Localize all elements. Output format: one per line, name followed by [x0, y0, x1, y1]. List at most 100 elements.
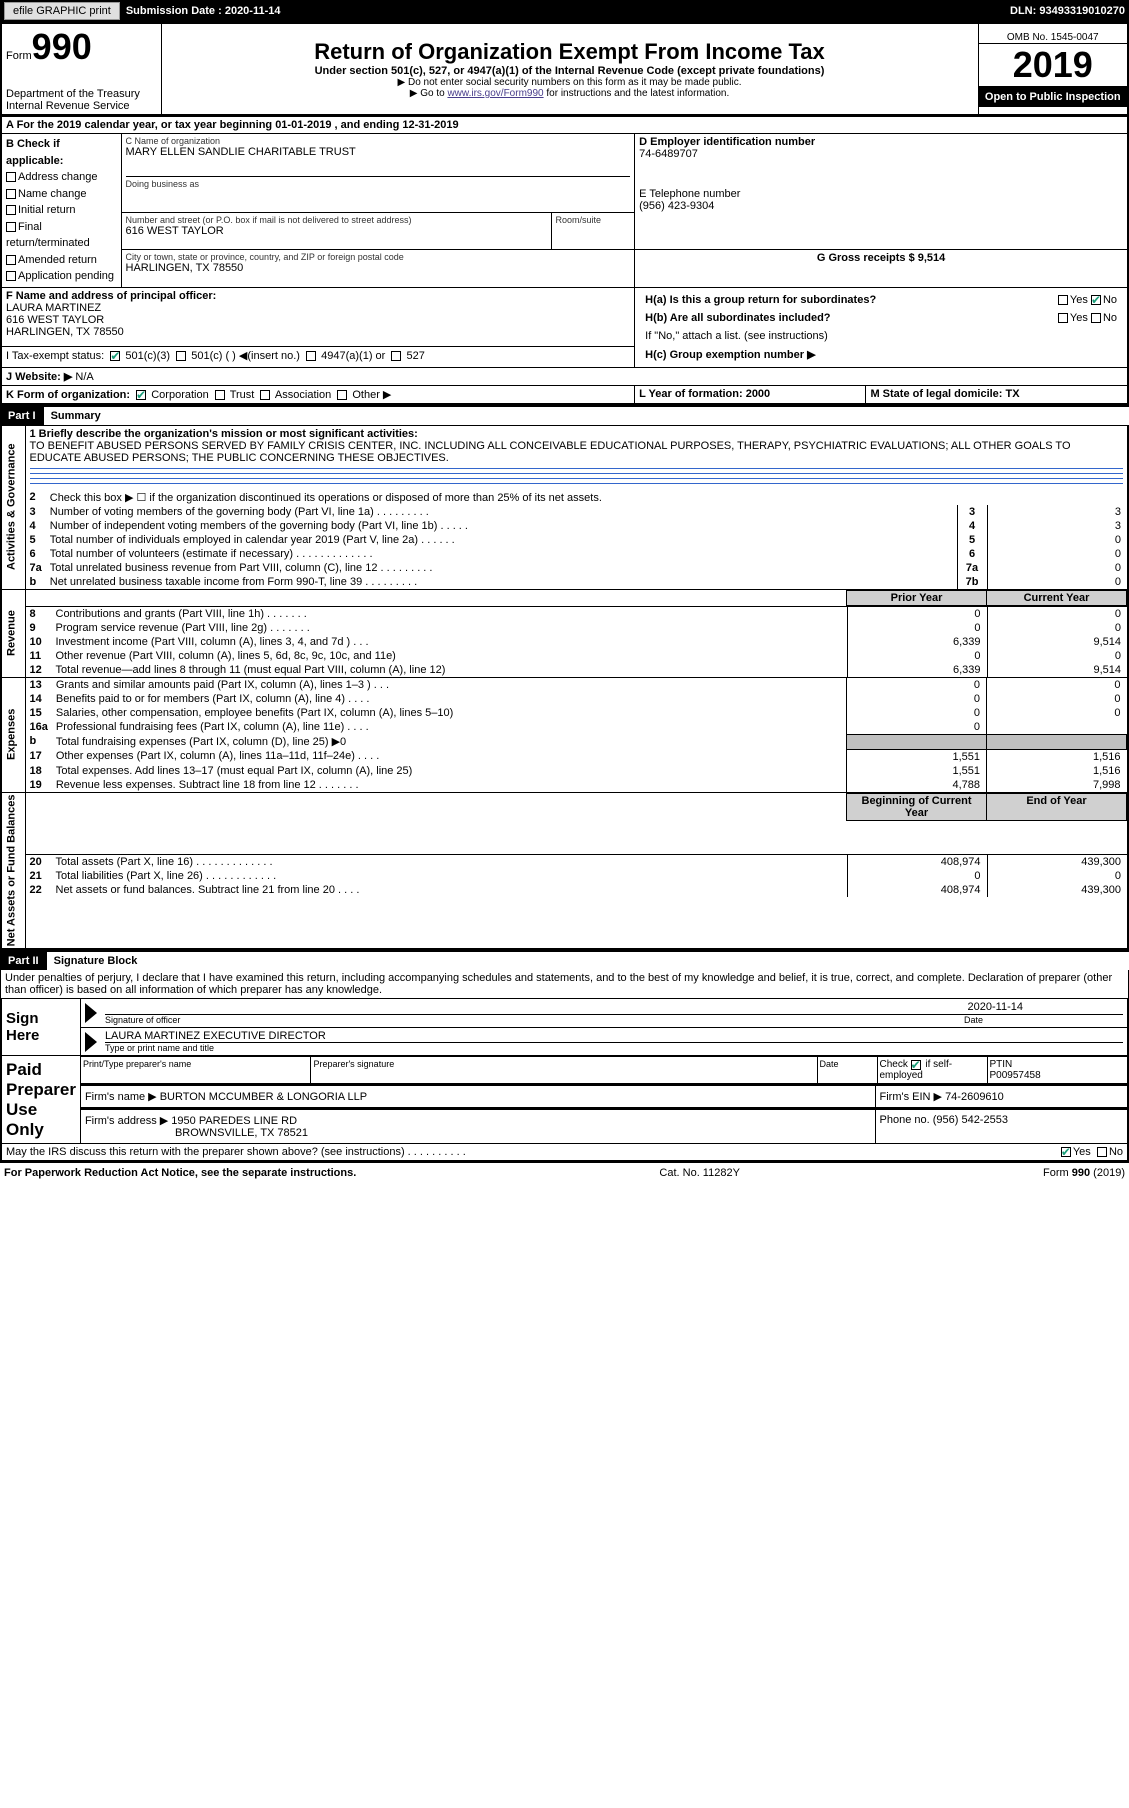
discuss-no-checkbox[interactable]: [1097, 1147, 1107, 1157]
b-option[interactable]: Application pending: [6, 268, 117, 285]
form-number: 990: [32, 26, 92, 67]
k-option[interactable]: Corporation: [133, 389, 209, 401]
vert-exp: Expenses: [1, 677, 25, 792]
note-ssn: ▶ Do not enter social security numbers o…: [166, 77, 974, 88]
form-id-cell: Form990 Department of the Treasury Inter…: [1, 23, 161, 115]
table-row: 22Net assets or fund balances. Subtract …: [26, 883, 1128, 897]
firm-ein-label: Firm's EIN ▶: [880, 1091, 943, 1103]
q1-label: 1 Briefly describe the organization's mi…: [30, 428, 418, 440]
b-option[interactable]: Address change: [6, 169, 117, 186]
table-row: 13Grants and similar amounts paid (Part …: [26, 678, 1127, 692]
ha-yes-checkbox[interactable]: [1058, 295, 1068, 305]
prep-sig-label: Preparer's signature: [311, 1057, 817, 1084]
table-row: 12Total revenue—add lines 8 through 11 (…: [26, 663, 1128, 677]
firm-addr-label: Firm's address ▶: [85, 1115, 168, 1127]
table-row: 2Check this box ▶ ☐ if the organization …: [26, 490, 1128, 505]
discuss-row: May the IRS discuss this return with the…: [1, 1144, 1128, 1162]
table-row: 6Total number of volunteers (estimate if…: [26, 547, 1128, 561]
tax-year-line: A For the 2019 calendar year, or tax yea…: [1, 117, 1128, 134]
table-row: 11Other revenue (Part VIII, column (A), …: [26, 649, 1128, 663]
addr-label: Number and street (or P.O. box if mail i…: [126, 215, 547, 225]
table-row: 10Investment income (Part VIII, column (…: [26, 635, 1128, 649]
hb-no-checkbox[interactable]: [1091, 313, 1101, 323]
discuss-yes-checkbox[interactable]: [1061, 1147, 1071, 1157]
c-label: C Name of organization: [126, 136, 631, 146]
table-row: 20Total assets (Part X, line 16) . . . .…: [26, 855, 1128, 869]
i-option[interactable]: 501(c) ( ) ◀(insert no.): [170, 350, 300, 362]
omb-number: OMB No. 1545-0047: [979, 32, 1128, 43]
ptin-cell: PTINP00957458: [987, 1057, 1127, 1084]
sig-date-val: 2020-11-14: [968, 1001, 1023, 1014]
b-option[interactable]: Name change: [6, 186, 117, 203]
rev-header: Prior YearCurrent Year: [26, 590, 1128, 606]
self-employed-checkbox[interactable]: [911, 1060, 921, 1070]
table-row: 16aProfessional fundraising fees (Part I…: [26, 720, 1127, 735]
sig-name-label: Type or print name and title: [105, 1043, 1123, 1053]
note-link: ▶ Go to www.irs.gov/Form990 for instruct…: [166, 88, 974, 99]
city-label: City or town, state or province, country…: [126, 252, 631, 262]
paid-preparer-label: Paid Preparer Use Only: [1, 1056, 80, 1144]
part1-title: Summary: [47, 410, 101, 422]
l-cell: L Year of formation: 2000: [635, 385, 866, 404]
i-option[interactable]: 527: [385, 350, 425, 362]
firm-name: BURTON MCCUMBER & LONGORIA LLP: [160, 1091, 367, 1103]
city-value: HARLINGEN, TX 78550: [126, 262, 631, 274]
efile-print-button[interactable]: efile GRAPHIC print: [4, 2, 120, 20]
prep-check: Check if self-employed: [877, 1057, 987, 1084]
col-begin: Beginning of Current Year: [847, 793, 987, 820]
table-row: bTotal fundraising expenses (Part IX, co…: [26, 734, 1127, 749]
j-label: J Website: ▶: [6, 371, 72, 383]
firm-phone: (956) 542-2553: [933, 1114, 1008, 1126]
officer-name: LAURA MARTINEZ: [6, 302, 101, 314]
ha-no-checkbox[interactable]: [1091, 295, 1101, 305]
k-option[interactable]: Trust: [209, 389, 255, 401]
sign-here-label: Sign Here: [1, 999, 80, 1056]
ha-label: H(a) Is this a group return for subordin…: [645, 294, 876, 306]
table-row: 5Total number of individuals employed in…: [26, 533, 1128, 547]
tax-year: 2019: [979, 43, 1128, 87]
j-cell: J Website: ▶ N/A: [1, 367, 1128, 385]
exp-rows: 13Grants and similar amounts paid (Part …: [26, 678, 1128, 792]
preparer-row3: Firm's address ▶ 1950 PAREDES LINE RDBRO…: [81, 1109, 1127, 1143]
room-cell: Room/suite: [551, 213, 635, 250]
part2-bar: Part II Signature Block: [0, 950, 1129, 970]
b-label: B Check if applicable:: [6, 138, 63, 167]
h-cell: H(a) Is this a group return for subordin…: [635, 287, 1128, 367]
footer: For Paperwork Reduction Act Notice, see …: [0, 1162, 1129, 1183]
i-option[interactable]: 501(c)(3): [107, 350, 170, 362]
prep-name-label: Print/Type preparer's name: [81, 1057, 311, 1084]
inspection-badge: Open to Public Inspection: [979, 87, 1128, 107]
sig-officer-label: Signature of officer: [105, 1015, 180, 1025]
irs-link[interactable]: www.irs.gov/Form990: [447, 88, 543, 99]
k-option[interactable]: Association: [254, 389, 331, 401]
part1-bar: Part I Summary: [0, 405, 1129, 425]
footer-right: Form 990 (2019): [1043, 1167, 1125, 1179]
k-label: K Form of organization:: [6, 389, 130, 401]
hb-yes-checkbox[interactable]: [1058, 313, 1068, 323]
b-option[interactable]: Initial return: [6, 202, 117, 219]
b-option[interactable]: Amended return: [6, 252, 117, 269]
b-option[interactable]: Final return/terminated: [6, 219, 117, 252]
dept-label: Department of the Treasury Internal Reve…: [6, 88, 157, 112]
vert-ag: Activities & Governance: [1, 425, 25, 589]
addr-value: 616 WEST TAYLOR: [126, 225, 547, 237]
net-header: Beginning of Current YearEnd of Year: [26, 793, 1128, 821]
submission-date: Submission Date : 2020-11-14: [126, 5, 281, 17]
col-prior: Prior Year: [847, 590, 987, 605]
firm-ein: 74-2609610: [945, 1091, 1004, 1103]
k-cell: K Form of organization: Corporation Trus…: [1, 385, 635, 404]
ein-value: 74-6489707: [639, 148, 1123, 160]
i-option[interactable]: 4947(a)(1) or: [300, 350, 385, 362]
prep-date-label: Date: [817, 1057, 877, 1084]
room-label: Room/suite: [556, 215, 631, 225]
officer-addr2: HARLINGEN, TX 78550: [6, 326, 124, 338]
table-row: 7aTotal unrelated business revenue from …: [26, 561, 1128, 575]
section-b-cell: B Check if applicable: Address changeNam…: [1, 134, 121, 288]
k-option[interactable]: Other ▶: [331, 389, 391, 401]
footer-mid: Cat. No. 11282Y: [659, 1167, 740, 1179]
firm-name-label: Firm's name ▶: [85, 1091, 157, 1103]
officer-addr1: 616 WEST TAYLOR: [6, 314, 104, 326]
footer-left: For Paperwork Reduction Act Notice, see …: [4, 1167, 356, 1179]
q1-text: TO BENEFIT ABUSED PERSONS SERVED BY FAMI…: [30, 440, 1071, 464]
table-row: 21Total liabilities (Part X, line 26) . …: [26, 869, 1128, 883]
